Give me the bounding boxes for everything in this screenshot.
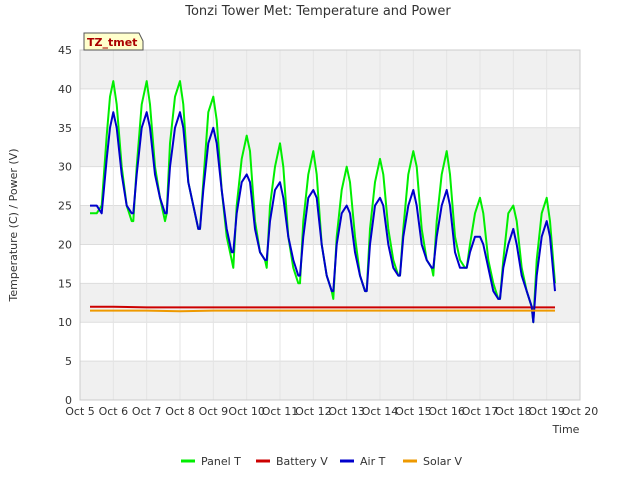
x-tick-label: Oct 7: [132, 405, 162, 418]
y-tick-label: 40: [58, 83, 72, 96]
badge: TZ_tmet: [83, 32, 144, 51]
chart-title: Tonzi Tower Met: Temperature and Power: [184, 4, 451, 19]
x-tick-label: Oct 14: [362, 405, 399, 418]
legend-label-solar-v: Solar V: [423, 455, 463, 468]
x-tick-label: Oct 11: [262, 405, 299, 418]
y-tick-label: 20: [58, 238, 72, 251]
grid-band: [80, 283, 580, 323]
y-axis-label: Temperature (C) / Power (V): [7, 148, 20, 302]
legend: Panel T Battery V Air T Solar V: [181, 455, 463, 468]
y-tick-label: 35: [58, 122, 72, 135]
x-tick-label: Oct 17: [462, 405, 499, 418]
x-tick-label: Oct 5: [65, 405, 95, 418]
series-line-battery-v: [90, 305, 555, 309]
x-tick-label: Oct 8: [165, 405, 195, 418]
y-tick-label: 5: [65, 355, 72, 368]
badge-label: TZ_tmet: [87, 36, 137, 49]
series-lines: [90, 80, 556, 324]
x-tick-label: Oct 18: [495, 405, 532, 418]
badge-box: [83, 32, 144, 51]
y-tick-label: 10: [58, 316, 72, 329]
x-tick-label: Oct 20: [562, 405, 599, 418]
series-line-air-t: [90, 111, 556, 324]
x-tick-label: Oct 9: [199, 405, 229, 418]
y-tick-label: 25: [58, 200, 72, 213]
x-tick-label: Oct 12: [295, 405, 332, 418]
legend-label-battery-v: Battery V: [276, 455, 328, 468]
x-tick-label: Oct 10: [228, 405, 265, 418]
x-tick-label: Oct 19: [528, 405, 565, 418]
legend-label-air-t: Air T: [360, 455, 386, 468]
x-axis-label: Time: [552, 423, 580, 436]
y-tick-label: 15: [58, 277, 72, 290]
plot-frame: [79, 49, 581, 401]
x-tick-label: Oct 6: [99, 405, 129, 418]
series-line-solar-v: [90, 309, 555, 313]
x-tick-label: Oct 16: [428, 405, 465, 418]
y-tick-label: 0: [65, 394, 72, 407]
y-tick-label: 30: [58, 161, 72, 174]
y-axis-ticks: 0 5 10 15 20 25 30 35 40 45: [58, 44, 72, 407]
plot-background-bands: [80, 50, 580, 400]
x-tick-label: Oct 13: [328, 405, 365, 418]
legend-label-panel-t: Panel T: [201, 455, 241, 468]
x-tick-label: Oct 15: [395, 405, 432, 418]
grid-band: [80, 50, 580, 89]
grid-band: [80, 361, 580, 400]
grid-band: [80, 127, 580, 167]
y-tick-label: 45: [58, 44, 72, 57]
